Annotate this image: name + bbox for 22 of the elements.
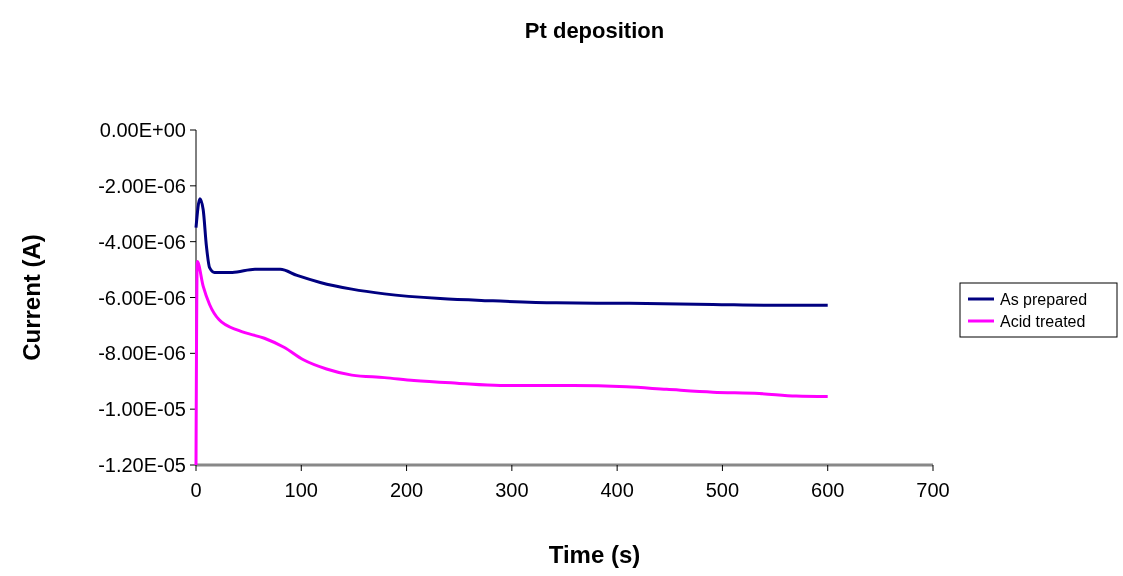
x-tick-label: 300	[495, 479, 529, 501]
x-tick-label: 100	[284, 479, 318, 501]
y-tick-label: -1.20E-05	[98, 454, 186, 476]
x-axis-title: Time (s)	[548, 541, 641, 568]
x-tick-label: 700	[916, 479, 950, 501]
x-tick-label: 0	[190, 479, 202, 501]
line-series	[194, 197, 830, 307]
y-tick-label: -2.00E-06	[98, 174, 186, 197]
x-tick-label: 200	[389, 479, 424, 501]
line-series	[194, 259, 830, 467]
x-tick-label: 500	[705, 479, 740, 501]
y-axis-title: Current (A)	[18, 234, 45, 361]
y-tick-label: 0.00E+00	[99, 119, 186, 141]
x-tick-label: 400	[600, 479, 634, 501]
y-tick-label: -4.00E-06	[98, 230, 186, 253]
y-tick-label: -8.00E-06	[98, 342, 186, 365]
legend-label: Acid treated	[1000, 312, 1086, 330]
chart-title: Pt deposition	[524, 18, 665, 43]
y-tick-label: -1.00E-05	[98, 398, 186, 421]
x-tick-label: 600	[811, 479, 845, 501]
y-tick-label: -6.00E-06	[98, 286, 186, 309]
legend-label: As prepared	[1000, 290, 1088, 308]
